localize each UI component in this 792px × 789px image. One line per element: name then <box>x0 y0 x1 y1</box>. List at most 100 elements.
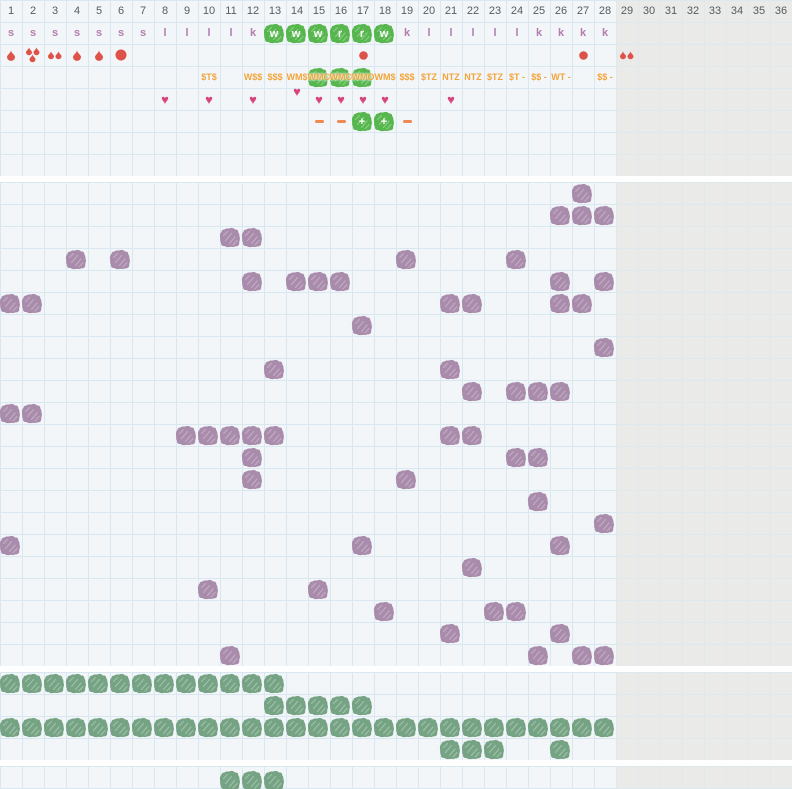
purple-blob[interactable] <box>593 645 615 666</box>
green-blob[interactable] <box>417 717 439 738</box>
green-blob[interactable] <box>439 717 461 738</box>
purple-blob[interactable] <box>241 227 263 248</box>
purple-blob[interactable] <box>329 271 351 292</box>
green-blob[interactable] <box>153 717 175 738</box>
green-blob[interactable] <box>549 717 571 738</box>
purple-blob[interactable] <box>197 579 219 600</box>
plus-blob[interactable]: + <box>373 111 395 132</box>
purple-blob[interactable] <box>241 469 263 490</box>
purple-blob[interactable] <box>593 513 615 534</box>
purple-blob[interactable] <box>21 293 43 314</box>
green-blob[interactable] <box>0 717 21 738</box>
green-blob[interactable] <box>593 717 615 738</box>
green-blob[interactable] <box>87 717 109 738</box>
purple-blob[interactable] <box>593 271 615 292</box>
purple-blob[interactable] <box>527 381 549 402</box>
green-blob[interactable] <box>43 673 65 694</box>
green-blob[interactable] <box>263 673 285 694</box>
green-blob[interactable] <box>219 770 241 789</box>
purple-blob[interactable] <box>571 205 593 226</box>
green-blob[interactable] <box>505 717 527 738</box>
purple-blob[interactable] <box>241 271 263 292</box>
purple-blob[interactable] <box>395 469 417 490</box>
purple-blob[interactable] <box>527 645 549 666</box>
green-blob[interactable] <box>263 717 285 738</box>
purple-blob[interactable] <box>307 579 329 600</box>
green-blob[interactable] <box>131 717 153 738</box>
purple-blob[interactable] <box>571 183 593 204</box>
purple-blob[interactable] <box>263 425 285 446</box>
green-blob[interactable] <box>153 673 175 694</box>
purple-blob[interactable] <box>549 623 571 644</box>
purple-blob[interactable] <box>307 271 329 292</box>
purple-blob[interactable] <box>65 249 87 270</box>
green-blob[interactable] <box>241 770 263 789</box>
purple-blob[interactable] <box>0 535 21 556</box>
purple-blob[interactable] <box>461 381 483 402</box>
purple-blob[interactable] <box>219 645 241 666</box>
green-blob[interactable] <box>87 673 109 694</box>
purple-blob[interactable] <box>197 425 219 446</box>
event-blob-letter[interactable]: w <box>307 23 329 44</box>
purple-blob[interactable] <box>219 425 241 446</box>
green-blob[interactable] <box>0 673 21 694</box>
purple-blob[interactable] <box>527 491 549 512</box>
purple-blob[interactable] <box>0 403 21 424</box>
green-blob[interactable] <box>527 717 549 738</box>
event-blob-letter[interactable]: r <box>329 23 351 44</box>
purple-blob[interactable] <box>439 425 461 446</box>
purple-blob[interactable] <box>0 293 21 314</box>
green-blob[interactable] <box>241 673 263 694</box>
green-blob[interactable] <box>65 717 87 738</box>
purple-blob[interactable] <box>505 447 527 468</box>
purple-blob[interactable] <box>241 447 263 468</box>
purple-blob[interactable] <box>549 535 571 556</box>
green-blob[interactable] <box>21 717 43 738</box>
purple-blob[interactable] <box>241 425 263 446</box>
purple-blob[interactable] <box>21 403 43 424</box>
purple-blob[interactable] <box>593 337 615 358</box>
purple-blob[interactable] <box>549 293 571 314</box>
purple-blob[interactable] <box>549 205 571 226</box>
purple-blob[interactable] <box>395 249 417 270</box>
green-blob[interactable] <box>461 739 483 760</box>
purple-blob[interactable] <box>505 381 527 402</box>
purple-blob[interactable] <box>461 293 483 314</box>
minus-mark[interactable] <box>308 110 330 132</box>
green-blob[interactable] <box>461 717 483 738</box>
purple-blob[interactable] <box>505 249 527 270</box>
purple-blob[interactable] <box>527 447 549 468</box>
green-blob[interactable] <box>109 717 131 738</box>
green-blob[interactable] <box>43 717 65 738</box>
event-blob-letter[interactable]: w <box>285 23 307 44</box>
green-blob[interactable] <box>175 673 197 694</box>
event-blob-letter[interactable]: w <box>263 23 285 44</box>
green-blob[interactable] <box>329 695 351 716</box>
green-blob[interactable] <box>109 673 131 694</box>
code-blob[interactable] <box>307 67 329 88</box>
purple-blob[interactable] <box>351 315 373 336</box>
purple-blob[interactable] <box>571 293 593 314</box>
green-blob[interactable] <box>395 717 417 738</box>
green-blob[interactable] <box>21 673 43 694</box>
green-blob[interactable] <box>241 717 263 738</box>
code-blob[interactable] <box>329 67 351 88</box>
plus-blob[interactable]: + <box>351 111 373 132</box>
green-blob[interactable] <box>197 717 219 738</box>
purple-blob[interactable] <box>351 535 373 556</box>
purple-blob[interactable] <box>109 249 131 270</box>
purple-blob[interactable] <box>483 601 505 622</box>
green-blob[interactable] <box>285 717 307 738</box>
green-blob[interactable] <box>219 717 241 738</box>
purple-blob[interactable] <box>175 425 197 446</box>
purple-blob[interactable] <box>571 645 593 666</box>
green-blob[interactable] <box>307 717 329 738</box>
green-blob[interactable] <box>483 717 505 738</box>
green-blob[interactable] <box>549 739 571 760</box>
purple-blob[interactable] <box>439 359 461 380</box>
purple-blob[interactable] <box>219 227 241 248</box>
green-blob[interactable] <box>263 695 285 716</box>
event-blob-letter[interactable]: w <box>373 23 395 44</box>
purple-blob[interactable] <box>593 205 615 226</box>
green-blob[interactable] <box>131 673 153 694</box>
